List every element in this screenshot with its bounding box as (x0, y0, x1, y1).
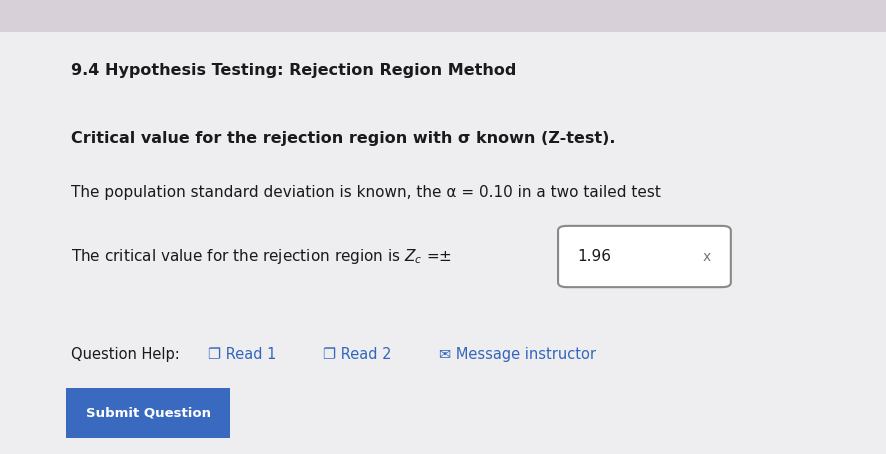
Text: 1.96: 1.96 (578, 249, 611, 264)
Text: The population standard deviation is known, the α = 0.10 in a two tailed test: The population standard deviation is kno… (71, 185, 661, 201)
Text: Critical value for the rejection region with σ known (Z-test).: Critical value for the rejection region … (71, 131, 616, 146)
Text: x: x (703, 250, 711, 263)
Text: 9.4 Hypothesis Testing: Rejection Region Method: 9.4 Hypothesis Testing: Rejection Region… (71, 63, 517, 78)
FancyBboxPatch shape (66, 388, 230, 438)
Text: ❐ Read 1: ❐ Read 1 (208, 346, 276, 362)
Text: Submit Question: Submit Question (86, 407, 211, 419)
FancyBboxPatch shape (558, 226, 731, 287)
Text: ✉ Message instructor: ✉ Message instructor (439, 346, 595, 362)
Text: ❐ Read 2: ❐ Read 2 (323, 346, 392, 362)
FancyBboxPatch shape (0, 0, 886, 32)
Text: Question Help:: Question Help: (71, 346, 180, 362)
Text: The critical value for the rejection region is $Z_c$ =±: The critical value for the rejection reg… (71, 247, 452, 266)
